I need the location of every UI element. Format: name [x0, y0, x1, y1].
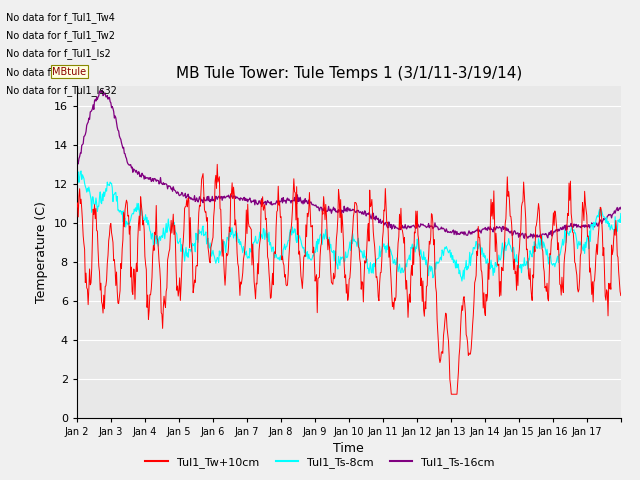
Text: No data for f_Tul1_Is2: No data for f_Tul1_Is2	[6, 48, 111, 60]
Legend: Tul1_Tw+10cm, Tul1_Ts-8cm, Tul1_Ts-16cm: Tul1_Tw+10cm, Tul1_Ts-8cm, Tul1_Ts-16cm	[141, 452, 499, 472]
Text: No data for f_: No data for f_	[6, 67, 72, 78]
Text: No data for f_Tul1_Tw4: No data for f_Tul1_Tw4	[6, 12, 115, 23]
Text: MBtule: MBtule	[52, 67, 86, 77]
Text: No data for f_Tul1_Tw2: No data for f_Tul1_Tw2	[6, 30, 115, 41]
X-axis label: Time: Time	[333, 442, 364, 455]
Title: MB Tule Tower: Tule Temps 1 (3/1/11-3/19/14): MB Tule Tower: Tule Temps 1 (3/1/11-3/19…	[175, 66, 522, 81]
Text: No data for f_Tul1_Is32: No data for f_Tul1_Is32	[6, 85, 117, 96]
Y-axis label: Temperature (C): Temperature (C)	[35, 201, 48, 303]
